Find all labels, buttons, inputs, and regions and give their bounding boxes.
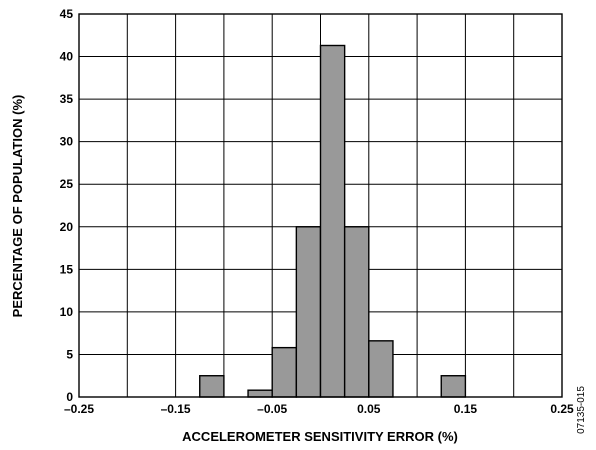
- y-tick-label: 15: [60, 262, 74, 276]
- y-axis-title: PERCENTAGE OF POPULATION (%): [10, 95, 25, 318]
- x-axis-title: ACCELEROMETER SENSITIVITY ERROR (%): [182, 429, 458, 444]
- y-tick-label: 25: [60, 177, 74, 191]
- histogram-bar: [199, 375, 225, 398]
- y-tick-label: 40: [60, 50, 74, 64]
- x-tick-labels: –0.25 –0.15 –0.05 0.05 0.15 0.25: [64, 402, 574, 416]
- histogram-bar: [343, 226, 370, 398]
- y-tick-labels: 0 5 10 15 20 25 30 35 40 45: [60, 7, 74, 404]
- y-tick-label: 10: [60, 305, 74, 319]
- y-tick-label: 0: [66, 390, 73, 404]
- y-tick-label: 20: [60, 220, 74, 234]
- x-tick-label: –0.15: [161, 402, 191, 416]
- histogram-bar: [319, 44, 346, 398]
- x-tick-label: 0.15: [454, 402, 478, 416]
- y-tick-label: 35: [60, 92, 74, 106]
- x-tick-label: 0.05: [357, 402, 381, 416]
- histogram-bar: [271, 346, 298, 398]
- y-tick-label: 30: [60, 135, 74, 149]
- x-tick-label: 0.25: [550, 402, 574, 416]
- x-tick-label: –0.05: [257, 402, 287, 416]
- histogram-bar: [368, 340, 394, 398]
- x-tick-label: –0.25: [64, 402, 94, 416]
- bars-layer: [199, 44, 467, 398]
- histogram-bar: [247, 389, 273, 398]
- histogram-bar: [440, 375, 467, 398]
- histogram-bar: [295, 226, 322, 398]
- y-tick-label: 45: [60, 7, 74, 21]
- figure-id-label: 07135-015: [576, 386, 587, 434]
- y-tick-label: 5: [66, 347, 73, 361]
- plot-frame: [78, 13, 563, 398]
